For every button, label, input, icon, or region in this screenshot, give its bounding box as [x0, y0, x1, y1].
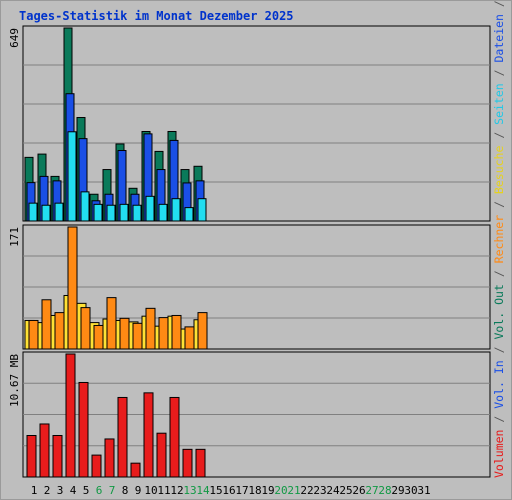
bar-volumen-day-2 [39, 423, 50, 478]
x-tick-label-day-4: 4 [70, 484, 77, 497]
bar-rechner-day-7 [106, 297, 117, 350]
legend-item-vol-out: Vol. Out [492, 284, 506, 346]
bar-volumen-day-14 [195, 448, 206, 478]
x-tick-label-day-30: 30 [404, 484, 417, 497]
x-tick-label-day-14: 14 [196, 484, 210, 497]
x-tick-label-day-1: 1 [31, 484, 38, 497]
legend-item-volumen: Volumen [492, 430, 506, 478]
bar-volumen-day-11 [156, 432, 167, 478]
bar-rechner-day-1 [28, 319, 39, 350]
legend-separator: / [492, 201, 506, 215]
bar-rechner-day-14 [197, 312, 208, 350]
bar-seiten-day-10 [145, 195, 155, 222]
x-tick-label-day-17: 17 [235, 484, 248, 497]
x-tick-label-day-29: 29 [391, 484, 404, 497]
bar-seiten-day-7 [106, 204, 116, 222]
x-tick-label-day-7: 7 [109, 484, 116, 497]
x-tick-label-day-5: 5 [83, 484, 90, 497]
bar-seiten-day-12 [171, 198, 181, 222]
x-tick-label-day-8: 8 [122, 484, 129, 497]
bar-seiten-day-13 [184, 207, 194, 222]
x-tick-label-day-24: 24 [326, 484, 340, 497]
x-tick-label-day-16: 16 [222, 484, 235, 497]
x-tick-label-day-2: 2 [44, 484, 51, 497]
x-tick-label-day-15: 15 [209, 484, 222, 497]
x-tick-label-day-23: 23 [313, 484, 326, 497]
legend-item-rechner: Rechner [492, 215, 506, 270]
bar-seiten-day-1 [28, 202, 38, 222]
bar-seiten-day-6 [93, 203, 103, 222]
legend-separator: / [492, 416, 506, 430]
bar-volumen-day-6 [91, 454, 102, 478]
bar-volumen-day-3 [52, 435, 63, 478]
bar-volumen-day-13 [182, 448, 193, 478]
bar-seiten-day-9 [132, 204, 142, 222]
bar-rechner-day-4 [67, 226, 78, 350]
x-tick-label-day-13: 13 [183, 484, 196, 497]
legend-separator: / [492, 346, 506, 360]
series-legend: Volumen / Vol. In / Vol. Out / Rechner /… [492, 0, 506, 478]
bar-rechner-day-6 [93, 324, 104, 350]
bar-volumen-day-7 [104, 438, 115, 478]
legend-item-dateien: Dateien [492, 14, 506, 69]
bar-seiten-day-4 [67, 131, 77, 222]
x-tick-label-day-25: 25 [339, 484, 352, 497]
bar-rechner-day-11 [158, 317, 169, 350]
legend-separator: / [492, 69, 506, 83]
bar-seiten-day-5 [80, 191, 90, 222]
x-tick-label-day-12: 12 [170, 484, 183, 497]
panel-1-box [22, 25, 491, 222]
legend-separator: / [492, 132, 506, 146]
bar-rechner-day-10 [145, 307, 156, 350]
x-tick-label-day-26: 26 [352, 484, 365, 497]
bar-volumen-day-4 [65, 353, 76, 478]
bar-rechner-day-3 [54, 312, 65, 350]
x-tick-label-day-6: 6 [96, 484, 103, 497]
bar-volumen-day-5 [78, 381, 89, 478]
legend-separator: / [492, 270, 506, 284]
bar-rechner-day-2 [41, 299, 52, 350]
panel-3-max-label: 10.67 MB [8, 354, 21, 407]
x-tick-label-day-11: 11 [157, 484, 170, 497]
bar-volumen-day-12 [169, 396, 180, 478]
x-tick-label-day-21: 21 [287, 484, 300, 497]
x-tick-label-day-19: 19 [261, 484, 274, 497]
x-tick-label-day-22: 22 [300, 484, 313, 497]
x-tick-label-day-20: 20 [274, 484, 287, 497]
legend-separator: / [492, 0, 506, 14]
bar-volumen-day-1 [26, 435, 37, 478]
bar-rechner-day-9 [132, 322, 143, 350]
x-tick-label-day-18: 18 [248, 484, 261, 497]
panel-2-max-label: 171 [8, 227, 21, 247]
chart-title: Tages-Statistik im Monat Dezember 2025 [19, 9, 294, 23]
legend-item-besuche: Besuche [492, 146, 506, 201]
x-tick-label-day-9: 9 [135, 484, 142, 497]
bar-rechner-day-5 [80, 307, 91, 350]
bar-volumen-day-10 [143, 392, 154, 478]
x-tick-label-day-28: 28 [378, 484, 391, 497]
bar-seiten-day-2 [41, 204, 51, 222]
bar-seiten-day-3 [54, 202, 64, 222]
x-tick-label-day-31: 31 [417, 484, 430, 497]
panel-1-max-label: 649 [8, 28, 21, 48]
legend-item-vol-in: Vol. In [492, 360, 506, 415]
x-tick-label-day-10: 10 [144, 484, 157, 497]
bar-seiten-day-8 [119, 203, 129, 222]
x-tick-label-day-27: 27 [365, 484, 378, 497]
legend-item-seiten: Seiten [492, 83, 506, 131]
bar-rechner-day-12 [171, 314, 182, 350]
bar-seiten-day-11 [158, 203, 168, 222]
bar-rechner-day-8 [119, 317, 130, 350]
bar-rechner-day-13 [184, 326, 195, 350]
bar-seiten-day-14 [197, 198, 207, 222]
bar-volumen-day-8 [117, 396, 128, 478]
x-tick-label-day-3: 3 [57, 484, 64, 497]
bar-volumen-day-9 [130, 462, 141, 478]
